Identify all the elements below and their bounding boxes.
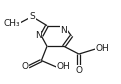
Text: S: S [29,12,35,21]
Text: O: O [75,66,82,75]
Text: OH: OH [96,44,110,53]
Text: CH₃: CH₃ [3,18,20,28]
Text: O: O [21,62,28,71]
Text: N: N [35,31,41,40]
Text: OH: OH [56,62,70,71]
Text: N: N [60,26,67,35]
